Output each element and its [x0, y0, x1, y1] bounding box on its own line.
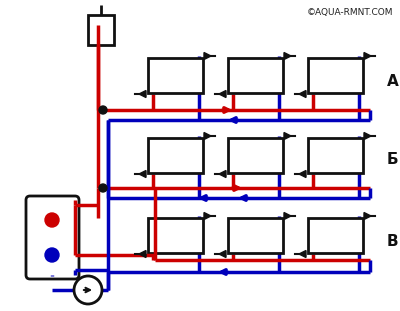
Bar [88, 15, 114, 45]
Polygon shape [219, 91, 226, 98]
Polygon shape [139, 170, 146, 178]
Bar [228, 218, 283, 253]
Polygon shape [299, 250, 306, 258]
Text: В: В [387, 234, 399, 249]
Bar [308, 218, 363, 253]
Polygon shape [219, 170, 226, 178]
Polygon shape [364, 53, 371, 59]
Polygon shape [139, 250, 146, 258]
Polygon shape [219, 250, 226, 258]
Bar [148, 138, 203, 173]
Text: ©AQUA-RMNT.COM: ©AQUA-RMNT.COM [306, 8, 393, 17]
Bar [228, 58, 283, 93]
Circle shape [99, 184, 107, 192]
Bar [148, 218, 203, 253]
Circle shape [99, 106, 107, 114]
Polygon shape [139, 91, 146, 98]
Bar [308, 138, 363, 173]
Text: Б: Б [387, 152, 399, 168]
Polygon shape [284, 212, 291, 220]
Polygon shape [284, 53, 291, 59]
Polygon shape [364, 132, 371, 140]
Polygon shape [299, 170, 306, 178]
Circle shape [45, 213, 59, 227]
Polygon shape [284, 132, 291, 140]
FancyBboxPatch shape [26, 196, 79, 279]
Polygon shape [204, 132, 211, 140]
Bar [228, 138, 283, 173]
Circle shape [45, 248, 59, 262]
Polygon shape [364, 212, 371, 220]
Bar [148, 58, 203, 93]
Polygon shape [299, 91, 306, 98]
Bar [308, 58, 363, 93]
Polygon shape [204, 212, 211, 220]
Polygon shape [204, 53, 211, 59]
Text: A: A [387, 75, 399, 90]
